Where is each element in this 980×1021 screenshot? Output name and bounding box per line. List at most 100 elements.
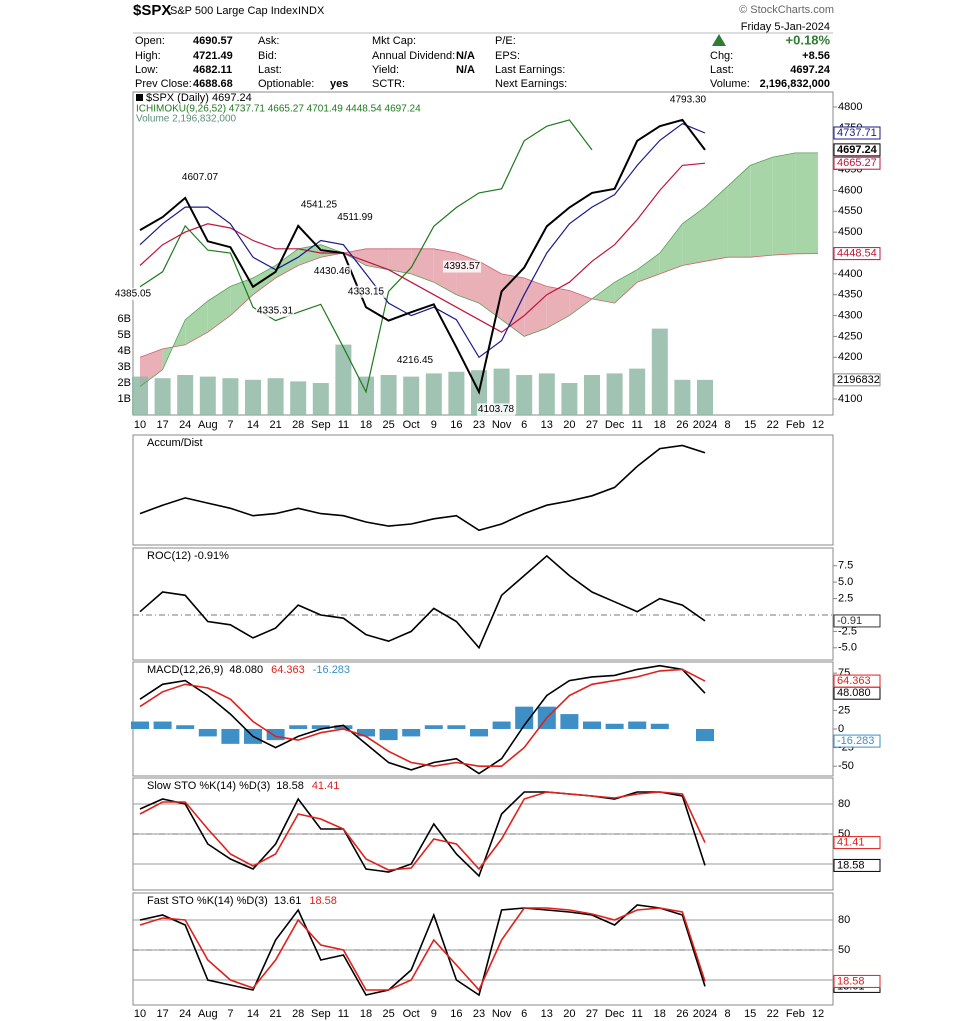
x-tick-label: 18 <box>360 419 372 431</box>
histogram-bar <box>583 721 601 729</box>
price-annotation: 4393.57 <box>444 261 481 272</box>
x-tick-label: 18 <box>360 1008 372 1020</box>
cloud <box>795 152 818 254</box>
exchange: INDX <box>298 5 325 17</box>
legend-volume: Volume 2,196,832,000 <box>136 114 237 125</box>
price-annotation: 4216.45 <box>397 355 434 366</box>
x-tick-label: Dec <box>605 1008 625 1020</box>
x-tick-label: 23 <box>473 1008 485 1020</box>
quote-label: Optionable: <box>258 78 314 90</box>
volume-bar <box>358 376 374 415</box>
volume-tick-label: 5B <box>118 329 131 341</box>
cloud <box>659 223 683 274</box>
quote-label: EPS: <box>495 50 520 62</box>
price-annotation-bg <box>336 211 374 224</box>
indicator-line <box>139 554 706 650</box>
indicator-line <box>139 664 706 775</box>
panel-title: MACD(12,26,9) <box>147 664 223 676</box>
value-box-label: 4448.54 <box>837 248 877 260</box>
quote-label: Yield: <box>372 64 399 76</box>
y-tick-label: 4800 <box>838 101 862 113</box>
price-line <box>139 118 706 395</box>
quote-label: High: <box>135 50 161 62</box>
conversion-line <box>139 123 706 359</box>
volume-bar <box>312 383 329 415</box>
x-tick-label: 27 <box>586 419 598 431</box>
y-tick-label: 4350 <box>838 289 862 301</box>
volume-bar <box>606 373 623 415</box>
price-annotation-bg <box>313 265 351 278</box>
histogram-bar <box>515 706 534 729</box>
cloud <box>366 248 389 270</box>
y-tick-label: 0 <box>838 723 844 735</box>
x-tick-label: Aug <box>198 419 218 431</box>
histogram-bar <box>131 721 149 729</box>
x-tick-label: 18 <box>654 419 666 431</box>
price-annotation-bg <box>396 354 434 367</box>
y-tick-label: 4200 <box>838 351 862 363</box>
quote-label: Last: <box>258 64 282 76</box>
price-annotation: 4541.25 <box>301 200 338 211</box>
quote-value: 4721.49 <box>193 50 233 62</box>
volume-bar <box>222 378 239 415</box>
x-tick-label: 10 <box>134 419 146 431</box>
histogram-bar <box>424 725 443 729</box>
price-annotation: 4333.15 <box>348 286 385 297</box>
x-tick-label: 12 <box>812 419 824 431</box>
indicator-line <box>139 904 706 997</box>
price-annotation-bg <box>114 288 152 301</box>
volume-bar <box>380 375 397 415</box>
panel-title: Slow STO %K(14) %D(3) <box>147 780 270 792</box>
volume-bar <box>448 371 465 415</box>
volume-bar <box>674 379 691 415</box>
value-box <box>833 836 881 850</box>
volume-tick-label: 3B <box>118 361 131 373</box>
histogram-bar <box>470 728 488 737</box>
y-tick-label: 80 <box>838 914 850 926</box>
price-annotation-bg <box>669 93 707 106</box>
volume-bar <box>561 383 578 415</box>
y-tick-label: 7.5 <box>838 560 853 572</box>
x-tick-label: 12 <box>812 1008 824 1020</box>
volume-bar <box>651 328 668 415</box>
x-tick-label: 21 <box>269 419 281 431</box>
price-annotation-bg <box>347 285 385 298</box>
value-box-label: 4737.71 <box>837 127 877 139</box>
x-tick-label: Nov <box>492 1008 512 1020</box>
legend-value: 13.61 <box>274 895 302 907</box>
quote-label: Bid: <box>258 50 277 62</box>
panel-frame <box>132 434 834 546</box>
x-tick-label: 8 <box>725 1008 731 1020</box>
quote-value: 2,196,832,000 <box>760 78 830 90</box>
panel-title: ROC(12) -0.91% <box>147 550 229 562</box>
volume-tick-label: 2B <box>118 377 131 389</box>
x-tick-label: 14 <box>247 419 259 431</box>
value-box <box>833 858 881 872</box>
value-box-label: 4697.24 <box>837 144 878 156</box>
histogram-bar <box>402 728 421 737</box>
panel-frame <box>132 892 834 1006</box>
quote-label: Prev Close: <box>135 78 192 90</box>
volume-bar <box>154 378 171 415</box>
description: S&P 500 Large Cap Index <box>170 5 298 17</box>
value-box <box>833 614 881 628</box>
y-tick-label: 50 <box>838 944 850 956</box>
panel-title: Fast STO %K(14) %D(3) <box>147 895 268 907</box>
up-arrow <box>712 34 726 46</box>
quote-value: +8.56 <box>802 50 830 62</box>
x-tick-label: 20 <box>563 1008 575 1020</box>
x-tick-label: 22 <box>767 1008 779 1020</box>
x-tick-label: 7 <box>227 1008 233 1020</box>
x-tick-label: 24 <box>179 1008 191 1020</box>
cloud <box>479 261 502 320</box>
x-tick-label: 25 <box>382 419 394 431</box>
x-tick-label: 6 <box>521 1008 527 1020</box>
x-tick-label: 8 <box>725 419 731 431</box>
legend-title: $SPX (Daily) 4697.24 <box>146 92 252 104</box>
y-tick-label: 80 <box>838 798 850 810</box>
x-tick-label: 28 <box>292 1008 304 1020</box>
x-tick-label: 9 <box>431 1008 437 1020</box>
y-tick-label: 4600 <box>838 184 862 196</box>
quote-value: 4688.68 <box>193 78 233 90</box>
